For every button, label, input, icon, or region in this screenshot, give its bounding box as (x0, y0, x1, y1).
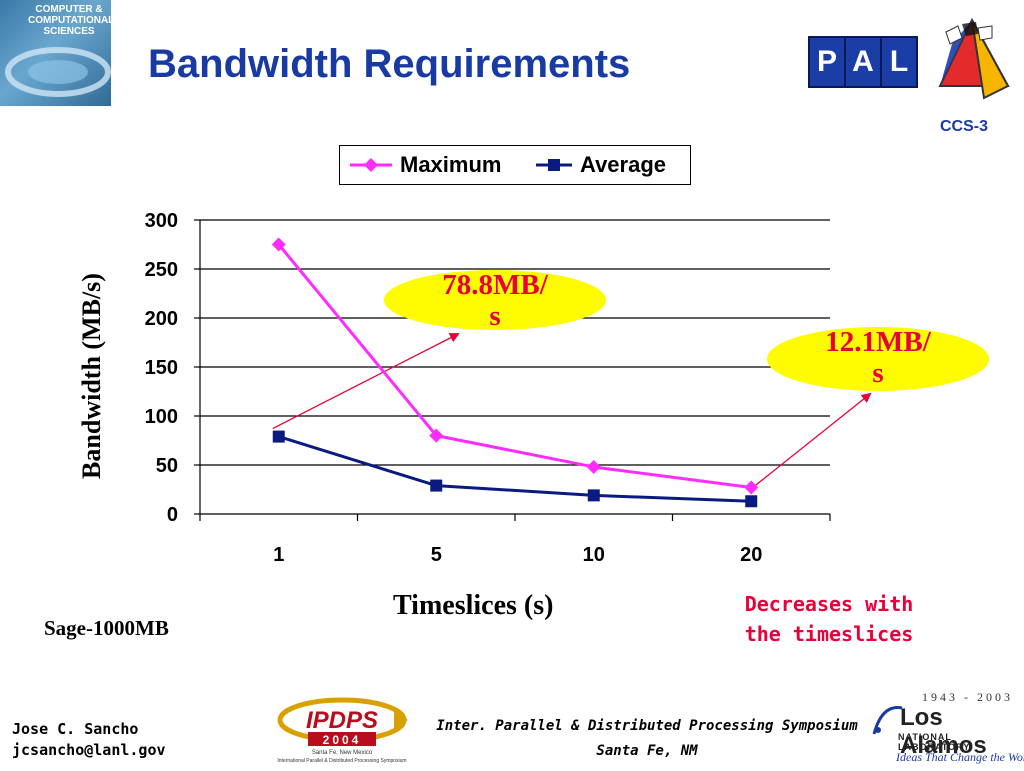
y-tick-label: 250 (145, 259, 178, 281)
ipdps-subtitle: International Parallel & Distributed Pro… (277, 758, 406, 764)
ccs3-pyramid-logo (938, 17, 1010, 100)
x-axis-label: Timeslices (s) (393, 590, 554, 621)
data-point-maximum (271, 237, 286, 252)
pal-letter: A (844, 36, 882, 88)
conference-name: Inter. Parallel & Distributed Processing… (436, 718, 858, 734)
author-info: Jose C. Sancho jcsancho@lanl.gov (12, 719, 166, 761)
data-point-maximum (744, 480, 759, 495)
conference-location: Santa Fe, NM (596, 743, 698, 759)
legend-label-maximum: Maximum (400, 152, 502, 177)
author-name: Jose C. Sancho (12, 720, 139, 738)
lanl-lab: NATIONAL LABORATORY (898, 732, 971, 752)
lanl-tagline: Ideas That Change the World (896, 750, 1024, 764)
y-axis-label: Bandwidth (MB/s) (77, 273, 106, 479)
los-alamos-logo: 1943 - 2003 Los Alamos NATIONAL LABORATO… (868, 684, 1024, 768)
chart-legend: Maximum Average (339, 145, 691, 185)
ipdps-logo: IPDPS 2004 Santa Fe, New Mexico Internat… (274, 694, 410, 766)
annotation-max-line1: 78.8MB/ (442, 269, 548, 301)
decreases-note-line2: the timeslices (744, 622, 914, 646)
decreases-note: Decreases with the timeslices (728, 589, 930, 649)
series-layer (271, 237, 759, 508)
annotation-max-bandwidth: 78.8MB/ s (384, 269, 606, 332)
conference-info: Inter. Parallel & Distributed Processing… (430, 714, 864, 764)
ipdps-logo-graphic: IPDPS 2004 Santa Fe, New Mexico Internat… (277, 697, 408, 764)
lanl-name: Los Alamos (900, 704, 987, 759)
data-point-maximum (429, 428, 444, 443)
annotation-max-line2: s (489, 300, 501, 332)
ccs-logo-graphic (5, 47, 111, 97)
annotation-min-bandwidth: 12.1MB/ s (767, 327, 989, 391)
annotation-min-line2: s (872, 357, 884, 389)
ccs-logo: COMPUTER & COMPUTATIONAL SCIENCES (0, 0, 115, 106)
annotation-arrow-max (272, 333, 460, 430)
annotation-arrow-min (754, 392, 872, 487)
data-point-average (430, 479, 443, 492)
x-tick-label: 20 (740, 544, 762, 566)
y-tick-label: 200 (145, 308, 178, 330)
y-tick-label: 300 (145, 210, 178, 232)
lanl-emblem-icon (872, 706, 903, 735)
ipdps-place: Santa Fe, New Mexico (312, 750, 373, 756)
legend-label-average: Average (580, 152, 667, 177)
y-tick-label: 100 (145, 406, 178, 428)
data-point-average (745, 495, 758, 508)
data-point-maximum (586, 459, 601, 474)
x-tick-label: 5 (431, 544, 442, 566)
annotation-min-line1: 12.1MB/ (825, 326, 931, 358)
axis-layer: 0 50 100 150 200 250 300 1 5 10 20 (145, 210, 831, 566)
series-line-average (278, 435, 752, 503)
x-tick-label: 1 (273, 544, 284, 566)
ipdps-title: IPDPS (306, 707, 378, 734)
data-point-average (587, 489, 600, 502)
data-point-average (272, 430, 285, 443)
y-tick-label: 50 (156, 455, 178, 477)
series-line-maximum (277, 243, 752, 490)
ccs-logo-text: COMPUTER & COMPUTATIONAL SCIENCES (28, 4, 115, 37)
ccs3-label: CCS-3 (940, 118, 989, 135)
decreases-note-line1: Decreases with (744, 592, 914, 616)
lanl-years: 1943 - 2003 (922, 690, 1013, 704)
y-tick-label: 150 (145, 357, 178, 379)
pal-logo: P A L (806, 32, 924, 90)
legend-item-average: Average (534, 146, 666, 184)
y-tick-label: 0 (167, 504, 178, 526)
arrow-layer (272, 333, 872, 487)
page-title: Bandwidth Requirements (148, 42, 631, 86)
legend-marker-average (536, 159, 572, 171)
pal-letter: L (880, 36, 918, 88)
x-tick-label: 10 (583, 544, 605, 566)
legend-marker-maximum (350, 158, 392, 172)
grid-layer (200, 219, 830, 466)
legend-item-maximum: Maximum (348, 146, 501, 184)
sage-label: Sage-1000MB (44, 616, 169, 640)
ipdps-year: 2004 (323, 733, 362, 747)
author-email[interactable]: jcsancho@lanl.gov (12, 741, 166, 759)
